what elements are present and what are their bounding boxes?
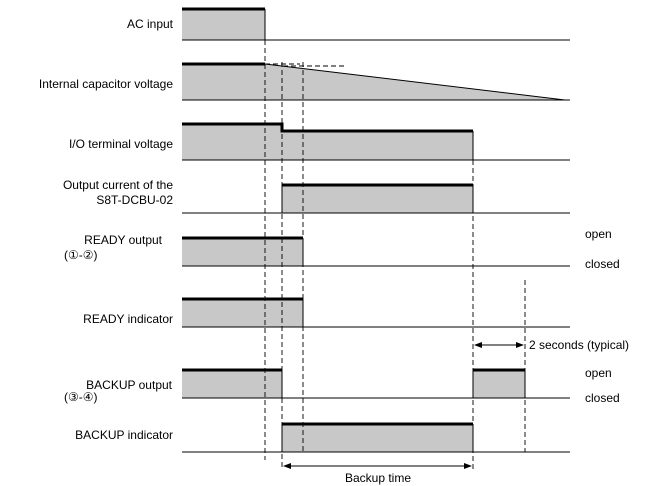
capacitor-voltage-waveform [182, 62, 570, 101]
label-io-terminal-voltage: I/O terminal voltage [69, 137, 173, 151]
timing-markers [264, 40, 526, 470]
label-backup-output-line2: (③-④) [64, 390, 98, 404]
backup-time-arrow [283, 463, 472, 469]
annotation-backup-time: Backup time [345, 471, 411, 485]
state-backup-open: open [585, 366, 612, 380]
ready-indicator-waveform [182, 297, 570, 328]
label-output-current-line2: S8T-DCBU-02 [96, 193, 173, 207]
label-capacitor-voltage: Internal capacitor voltage [39, 77, 173, 91]
label-ready-output-line2: (①-②) [64, 248, 98, 262]
label-output-current-line1: Output current of the [63, 178, 173, 192]
state-ready-closed: closed [585, 257, 620, 271]
label-ready-indicator: READY indicator [83, 312, 173, 326]
label-backup-output-line1: BACKUP output [86, 378, 172, 392]
output-current-waveform [182, 183, 570, 214]
label-backup-indicator: BACKUP indicator [75, 428, 173, 442]
ready-output-waveform [182, 236, 570, 267]
label-ac-input: AC input [127, 17, 174, 31]
backup-indicator-waveform [182, 422, 570, 453]
ac-input-waveform [182, 7, 570, 41]
state-ready-open: open [585, 227, 612, 241]
io-terminal-voltage-waveform [182, 122, 570, 161]
state-backup-closed: closed [585, 391, 620, 405]
label-ready-output-line1: READY output [84, 233, 162, 247]
two-seconds-arrow [474, 342, 524, 348]
annotation-two-seconds: 2 seconds (typical) [529, 338, 629, 352]
backup-output-waveform [182, 368, 570, 399]
